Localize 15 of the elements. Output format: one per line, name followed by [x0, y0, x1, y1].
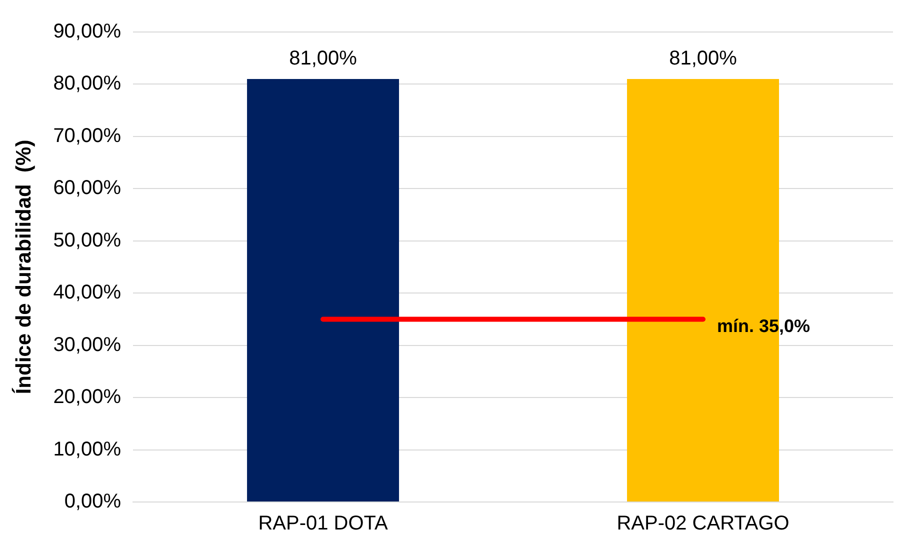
x-tick-label: RAP-01 DOTA: [258, 512, 389, 535]
data-label: 81,00%: [289, 48, 358, 70]
y-tick-label: 60,00%: [53, 177, 122, 200]
data-label: 81,00%: [669, 48, 738, 70]
y-axis-title: Índice de durabilidad (%): [11, 140, 36, 394]
y-tick-label: 20,00%: [53, 386, 122, 408]
y-tick-label: 40,00%: [53, 282, 122, 304]
y-tick-label: 90,00%: [53, 20, 122, 43]
y-tick-label: 0,00%: [64, 490, 122, 513]
y-tick-label: 50,00%: [53, 229, 122, 252]
y-tick-label: 80,00%: [53, 72, 122, 95]
x-tick-label: RAP-02 CARTAGO: [616, 512, 790, 535]
y-tick-label: 10,00%: [53, 438, 122, 460]
y-tick-label: 70,00%: [53, 124, 122, 147]
y-tick-label: 30,00%: [53, 334, 122, 356]
